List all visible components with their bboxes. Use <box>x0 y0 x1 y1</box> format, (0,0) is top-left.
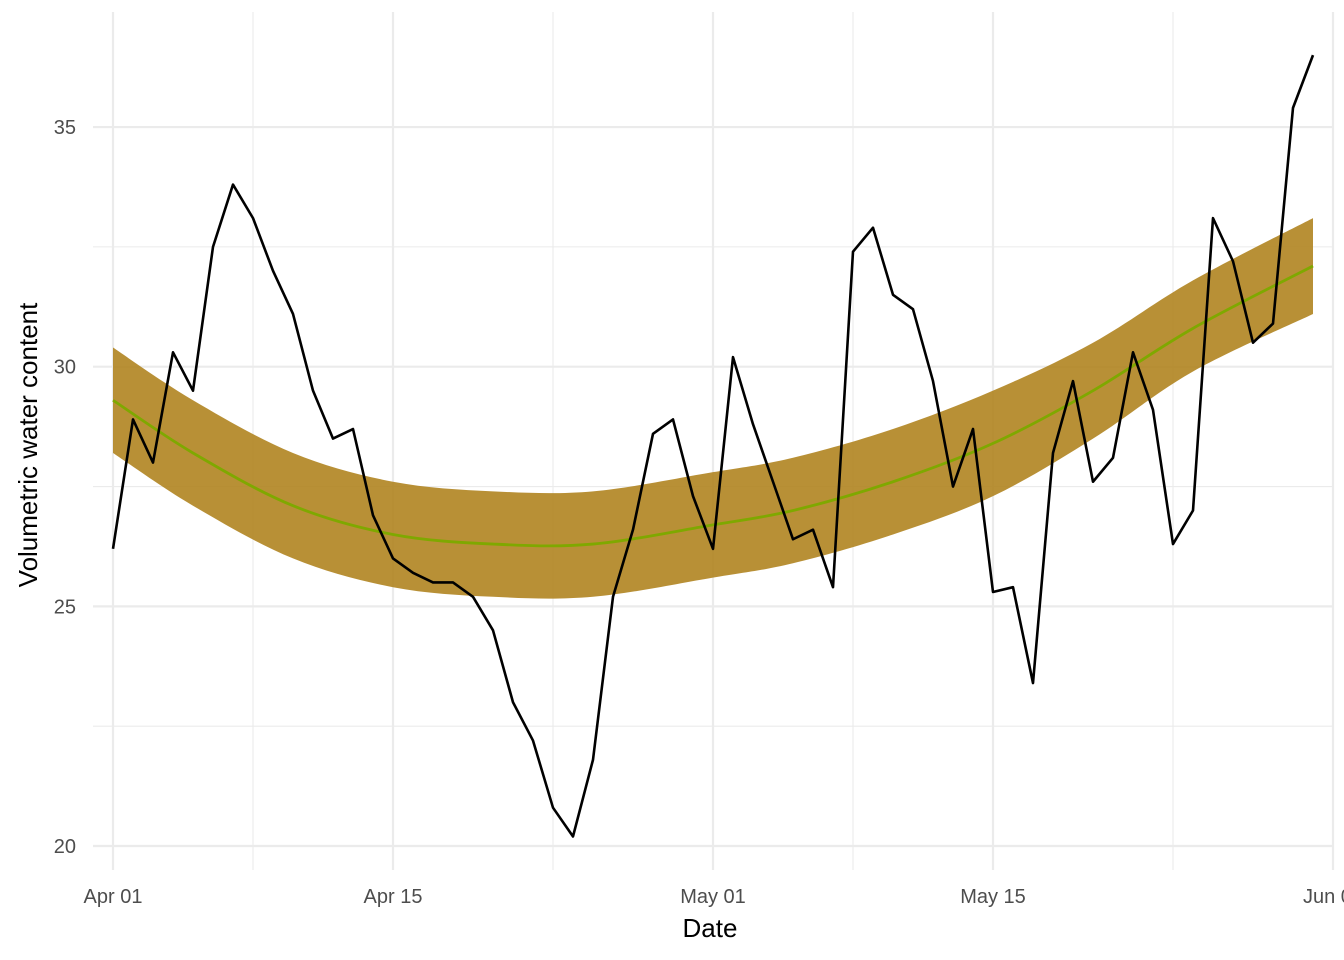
observed-series-line <box>111 54 1315 838</box>
x-tick-label: Apr 01 <box>84 886 143 908</box>
y-tick-labels: 20 25 30 35 <box>54 117 76 858</box>
smooth-line-layer <box>112 264 1314 548</box>
y-tick-label: 20 <box>54 836 76 858</box>
x-tick-label: May 15 <box>960 886 1026 908</box>
y-axis-title: Volumetric water content <box>13 302 43 587</box>
x-tick-labels: Apr 01 Apr 15 May 01 May 15 Jun 01 <box>84 886 1344 908</box>
x-tick-label: Jun 01 <box>1303 886 1344 908</box>
x-tick-label: May 01 <box>680 886 746 908</box>
x-axis-title: Date <box>683 913 738 943</box>
observed-line-layer <box>111 54 1315 838</box>
x-tick-label: Apr 15 <box>364 886 423 908</box>
y-tick-label: 35 <box>54 117 76 139</box>
confidence-ribbon-layer <box>113 218 1313 599</box>
smooth-fit-line <box>112 264 1314 548</box>
confidence-ribbon <box>113 218 1313 599</box>
y-tick-label: 25 <box>54 596 76 618</box>
major-gridlines <box>93 12 1335 870</box>
y-tick-label: 30 <box>54 357 76 379</box>
